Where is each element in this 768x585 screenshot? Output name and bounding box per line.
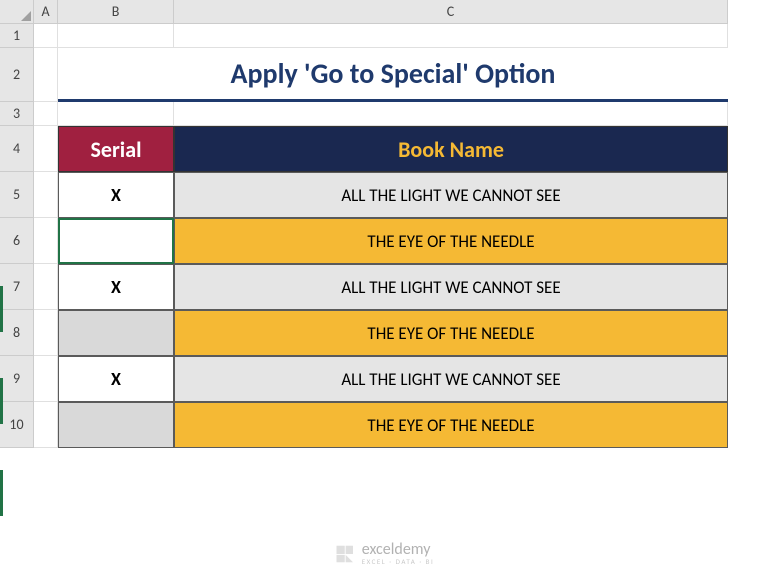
title-cell[interactable]: Apply 'Go to Special' Option (58, 48, 728, 102)
cell-a7[interactable] (34, 264, 58, 310)
spreadsheet-grid: A B C 1 2 Apply 'Go to Special' Option 3… (0, 0, 768, 448)
cell-c10-book[interactable]: THE EYE OF THE NEEDLE (174, 402, 728, 448)
cell-a3[interactable] (34, 102, 58, 126)
row-header-10[interactable]: 10 (0, 402, 34, 448)
row-header-6[interactable]: 6 (0, 218, 34, 264)
cell-c9-book[interactable]: ALL THE LIGHT WE CANNOT SEE (174, 356, 728, 402)
row-header-4[interactable]: 4 (0, 126, 34, 172)
cell-a5[interactable] (34, 172, 58, 218)
cell-c5-book[interactable]: ALL THE LIGHT WE CANNOT SEE (174, 172, 728, 218)
watermark: exceldemy EXCEL · DATA · BI (334, 542, 435, 565)
col-header-b[interactable]: B (58, 0, 174, 24)
cell-a2[interactable] (34, 48, 58, 102)
row-marker-10 (0, 470, 3, 516)
row-header-2[interactable]: 2 (0, 48, 34, 102)
cell-b5-serial[interactable]: X (58, 172, 174, 218)
row-header-7[interactable]: 7 (0, 264, 34, 310)
watermark-text: exceldemy EXCEL · DATA · BI (362, 542, 435, 565)
header-serial[interactable]: Serial (58, 126, 174, 172)
cell-c8-book[interactable]: THE EYE OF THE NEEDLE (174, 310, 728, 356)
row-marker-6 (0, 286, 3, 332)
cell-a1[interactable] (34, 24, 58, 48)
cell-a10[interactable] (34, 402, 58, 448)
cell-b3[interactable] (58, 102, 174, 126)
cell-b10-serial-selected[interactable] (58, 402, 174, 448)
cell-c1[interactable] (174, 24, 728, 48)
cell-b7-serial[interactable]: X (58, 264, 174, 310)
watermark-logo-icon (334, 543, 356, 565)
cell-b6-serial-active[interactable] (58, 218, 174, 264)
row-header-3[interactable]: 3 (0, 102, 34, 126)
watermark-tagline: EXCEL · DATA · BI (362, 558, 435, 565)
row-header-8[interactable]: 8 (0, 310, 34, 356)
cell-b8-serial-selected[interactable] (58, 310, 174, 356)
header-book[interactable]: Book Name (174, 126, 728, 172)
row-marker-8 (0, 378, 3, 424)
cell-a4[interactable] (34, 126, 58, 172)
row-header-5[interactable]: 5 (0, 172, 34, 218)
watermark-brand: exceldemy (362, 542, 435, 558)
cell-c3[interactable] (174, 102, 728, 126)
cell-b9-serial[interactable]: X (58, 356, 174, 402)
col-header-a[interactable]: A (34, 0, 58, 24)
cell-a6[interactable] (34, 218, 58, 264)
cell-a8[interactable] (34, 310, 58, 356)
cell-c7-book[interactable]: ALL THE LIGHT WE CANNOT SEE (174, 264, 728, 310)
cell-a9[interactable] (34, 356, 58, 402)
select-all-corner[interactable] (0, 0, 34, 24)
cell-c6-book[interactable]: THE EYE OF THE NEEDLE (174, 218, 728, 264)
row-header-1[interactable]: 1 (0, 24, 34, 48)
row-header-9[interactable]: 9 (0, 356, 34, 402)
cell-b1[interactable] (58, 24, 174, 48)
col-header-c[interactable]: C (174, 0, 728, 24)
